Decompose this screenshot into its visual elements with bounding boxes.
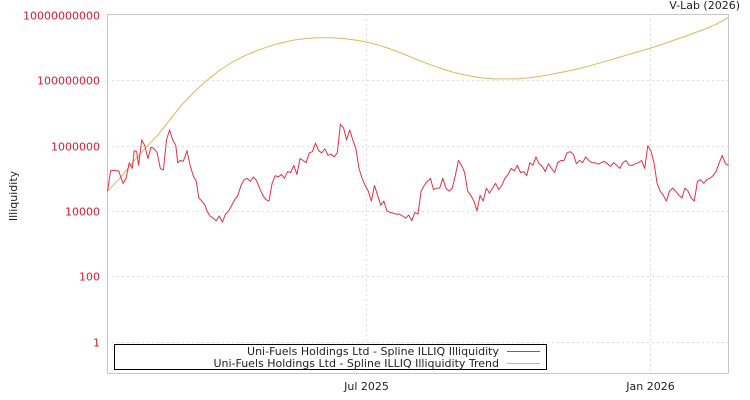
y-tick-label: 1000000 <box>51 141 100 154</box>
series-lines <box>107 16 729 223</box>
legend-box <box>114 344 547 370</box>
y-axis-ticks: 10000000000 100000000 1000000 10000 100 1 <box>23 10 100 350</box>
illiquidity-line <box>107 123 729 223</box>
y-tick-label: 10000 <box>65 206 100 219</box>
credit-label: V-Lab (2026) <box>669 0 740 12</box>
legend-label-illiquidity: Uni-Fuels Holdings Ltd - Spline ILLIQ Il… <box>247 345 499 358</box>
y-tick-label: 1 <box>93 337 100 350</box>
y-tick-label: 100 <box>79 271 100 284</box>
y-tick-label: 10000000000 <box>23 10 100 23</box>
legend: Uni-Fuels Holdings Ltd - Spline ILLIQ Il… <box>114 344 547 370</box>
plot-frame <box>107 14 729 374</box>
legend-label-trend: Uni-Fuels Holdings Ltd - Spline ILLIQ Il… <box>213 357 499 370</box>
gridlines <box>107 14 729 374</box>
trend-line <box>107 16 729 192</box>
x-tick-label: Jan 2026 <box>625 380 674 393</box>
y-axis-label: Illiquidity <box>7 170 20 221</box>
x-axis-ticks: Jul 2025 Jan 2026 <box>343 380 675 393</box>
y-tick-label: 100000000 <box>37 75 100 88</box>
x-tick-label: Jul 2025 <box>343 380 389 393</box>
